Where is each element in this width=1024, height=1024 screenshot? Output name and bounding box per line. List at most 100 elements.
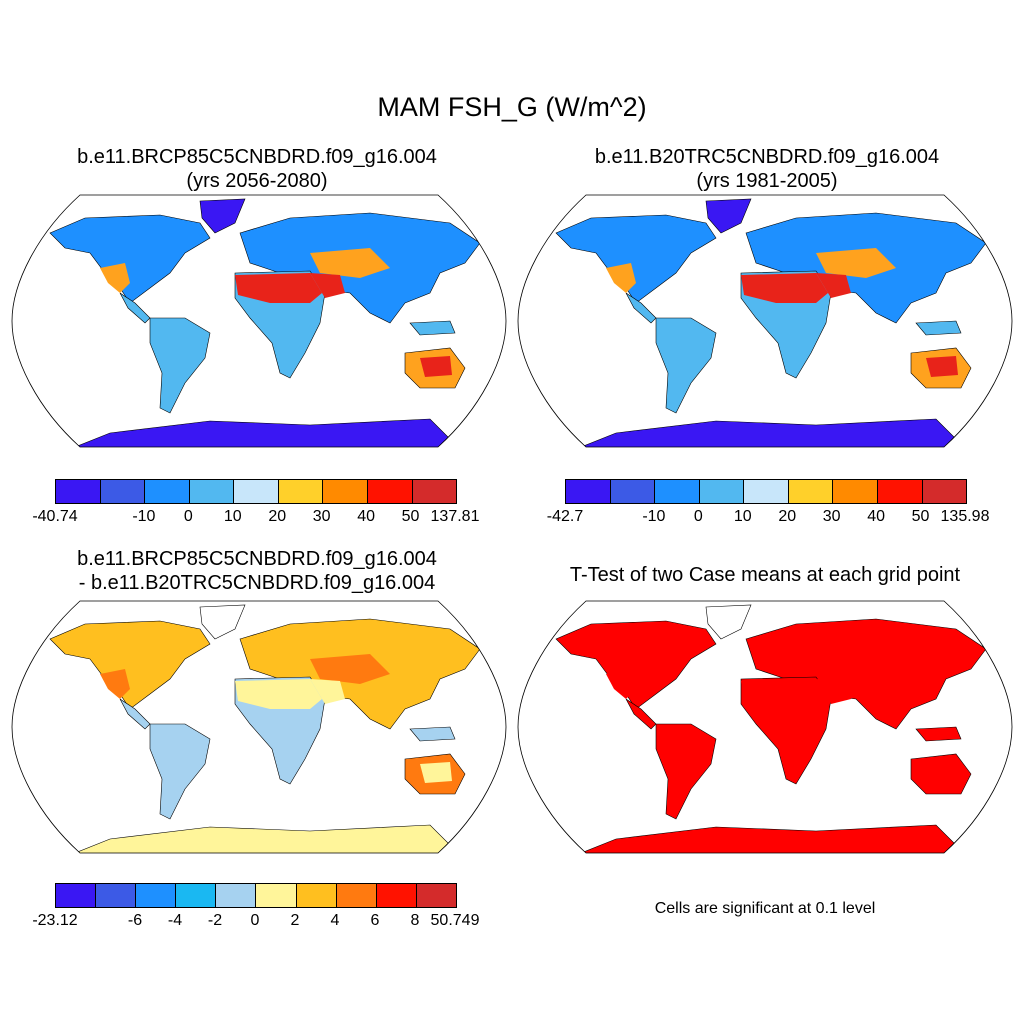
- central-asia: [816, 248, 896, 278]
- south-america: [655, 317, 717, 414]
- map-border: [517, 600, 1013, 854]
- sahara-arabia: [235, 273, 322, 303]
- antarctica: [69, 824, 461, 853]
- south-america: [149, 723, 211, 820]
- antarctica: [69, 418, 461, 447]
- colorbar-swatch: [234, 480, 279, 503]
- colorbar-swatch: [256, 884, 297, 907]
- colorbar-tick-label: 10: [223, 508, 242, 525]
- antarctica: [575, 418, 967, 447]
- colorbar-swatch: [877, 480, 923, 503]
- colorbar-swatch: [412, 480, 457, 503]
- greenland: [199, 604, 246, 640]
- map-border: [517, 194, 1013, 448]
- colorbar-swatch: [376, 884, 417, 907]
- panel2-colorbar: [565, 479, 967, 504]
- arabia: [310, 679, 345, 704]
- panel2-title-line1: b.e11.B20TRC5CNBDRD.f09_g16.004: [594, 146, 940, 168]
- colorbar-swatch: [922, 480, 967, 503]
- colorbar-tick-label: -6: [127, 912, 143, 929]
- central-asia: [310, 654, 390, 684]
- colorbar-swatch: [788, 480, 834, 503]
- colorbar-swatch: [189, 480, 235, 503]
- central-america: [119, 292, 151, 324]
- colorbar-swatch: [367, 480, 413, 503]
- colorbar-tick-label: 4: [330, 912, 340, 929]
- colorbar-tick-label: 20: [268, 508, 287, 525]
- central-america: [625, 698, 657, 730]
- colorbar-tick-label: -40.74: [32, 508, 78, 525]
- colorbar-swatch: [56, 480, 101, 503]
- sahara-arabia: [741, 273, 828, 303]
- colorbar-swatch: [145, 480, 190, 503]
- antarctica: [575, 824, 967, 853]
- panel3-title-line1: b.e11.BRCP85C5CNBDRD.f09_g16.004: [77, 548, 437, 570]
- maritime-continent: [409, 726, 456, 742]
- colorbar-swatch: [296, 884, 337, 907]
- panel1-title-line2: (yrs 2056-2080): [186, 170, 328, 192]
- colorbar-swatch: [278, 480, 324, 503]
- us-southwest: [606, 669, 636, 699]
- map-border: [11, 194, 507, 448]
- panel3-colorbar: [55, 883, 457, 908]
- colorbar-tick-label: 6: [370, 912, 380, 929]
- colorbar-tick-label: -42.7: [546, 508, 584, 525]
- australia-interior: [420, 356, 452, 377]
- sahara-arabia: [741, 679, 828, 709]
- significance-note: Cells are significant at 0.1 level: [654, 900, 876, 917]
- panel4-title-line1: T-Test of two Case means at each grid po…: [569, 564, 961, 586]
- colorbar-tick-label: 20: [778, 508, 797, 525]
- colorbar-swatch: [176, 884, 217, 907]
- panel2-title-line2: (yrs 1981-2005): [696, 170, 838, 192]
- map-border: [11, 600, 507, 854]
- us-southwest: [100, 263, 130, 293]
- colorbar-swatch: [216, 884, 257, 907]
- colorbar-swatch: [56, 884, 97, 907]
- colorbar-swatch: [744, 480, 789, 503]
- panel2-title: b.e11.B20TRC5CNBDRD.f09_g16.004 (yrs 198…: [524, 145, 1010, 193]
- colorbar-swatch: [96, 884, 137, 907]
- colorbar-tick-label: 40: [357, 508, 376, 525]
- panel1-title: b.e11.BRCP85C5CNBDRD.f09_g16.004 (yrs 20…: [14, 145, 500, 193]
- panel1-map: [11, 194, 507, 448]
- australia-interior: [420, 762, 452, 783]
- us-southwest: [100, 669, 130, 699]
- colorbar-tick-label: -10: [642, 508, 666, 525]
- arabia: [310, 273, 345, 298]
- colorbar-swatch: [100, 480, 146, 503]
- maritime-continent: [915, 726, 962, 742]
- greenland: [705, 198, 752, 234]
- colorbar-tick-label: -2: [207, 912, 223, 929]
- colorbar-tick-label: 135.98: [940, 508, 990, 525]
- panel4-title: T-Test of two Case means at each grid po…: [516, 563, 1014, 587]
- north-america: [49, 620, 211, 710]
- figure-title: MAM FSH_G (W/m^2): [377, 92, 647, 122]
- central-asia: [816, 654, 896, 684]
- colorbar-swatch: [323, 480, 368, 503]
- colorbar-tick-label: -23.12: [32, 912, 78, 929]
- colorbar-tick-label: -10: [132, 508, 156, 525]
- panel3-title-line2: - b.e11.B20TRC5CNBDRD.f09_g16.004: [78, 572, 436, 594]
- north-america: [49, 214, 211, 304]
- central-america: [625, 292, 657, 324]
- central-asia: [310, 248, 390, 278]
- colorbar-tick-label: 0: [693, 508, 703, 525]
- colorbar-tick-label: -4: [167, 912, 183, 929]
- panel1-colorbar: [55, 479, 457, 504]
- maritime-continent: [915, 320, 962, 336]
- colorbar-swatch: [699, 480, 745, 503]
- colorbar-swatch: [416, 884, 456, 907]
- colorbar-tick-label: 8: [410, 912, 420, 929]
- greenland: [705, 604, 752, 640]
- colorbar-tick-label: 50: [911, 508, 930, 525]
- central-america: [119, 698, 151, 730]
- south-america: [149, 317, 211, 414]
- colorbar-tick-label: 137.81: [430, 508, 480, 525]
- colorbar-tick-label: 0: [250, 912, 260, 929]
- colorbar-swatch: [336, 884, 377, 907]
- colorbar-tick-label: 10: [733, 508, 752, 525]
- colorbar-tick-label: 50: [401, 508, 420, 525]
- colorbar-tick-label: 40: [867, 508, 886, 525]
- north-america: [555, 620, 717, 710]
- us-southwest: [606, 263, 636, 293]
